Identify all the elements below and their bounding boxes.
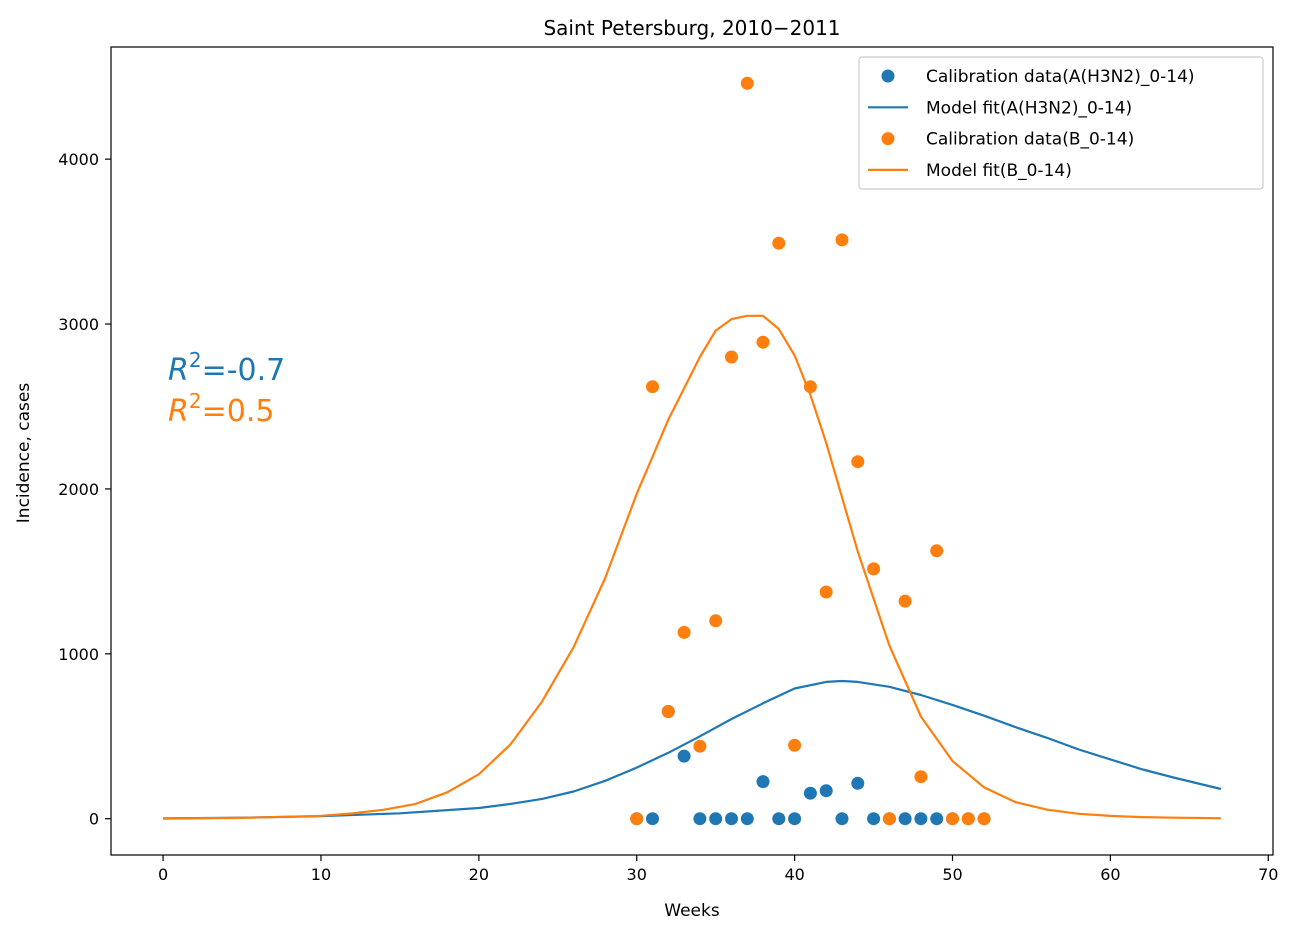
series-model-fit-b-0-14 — [163, 314, 1221, 820]
series-line — [163, 314, 1221, 820]
y-tick-label: 0 — [89, 810, 99, 829]
legend-label: Model fit(A(H3N2)_0-14) — [926, 98, 1132, 118]
r-symbol: R — [168, 394, 189, 429]
data-point — [709, 812, 723, 826]
x-axis-title: Weeks — [664, 901, 720, 921]
data-point — [772, 236, 786, 250]
data-point — [756, 775, 770, 789]
data-point — [661, 705, 675, 718]
data-point — [914, 770, 928, 784]
x-tick-label: 10 — [311, 865, 331, 884]
data-point — [851, 776, 865, 790]
x-tick-label: 70 — [1258, 865, 1278, 884]
data-point — [646, 380, 659, 394]
data-point — [677, 749, 691, 763]
x-tick-label: 30 — [627, 865, 647, 884]
y-tick-label: 2000 — [58, 480, 99, 499]
data-point — [803, 786, 817, 800]
data-point — [898, 812, 912, 826]
series-calibration-data-b-0-14 — [630, 76, 991, 826]
legend-item: Model fit(B_0-14) — [868, 161, 1072, 181]
y-axis-title: Incidence, cases — [14, 383, 34, 524]
data-point — [977, 812, 991, 826]
legend: Calibration data(A(H3N2)_0-14) Model fit(… — [858, 56, 1264, 190]
data-point — [740, 812, 754, 826]
data-point — [835, 233, 849, 247]
data-point — [725, 350, 738, 364]
data-point — [914, 812, 928, 826]
chart-title: Saint Petersburg, 2010−2011 — [543, 16, 840, 40]
series-model-fit-a-h3n2-0-14 — [163, 679, 1222, 820]
r-exponent: 2 — [189, 348, 202, 372]
data-point — [772, 812, 786, 826]
r-exponent: 2 — [189, 389, 202, 413]
legend-item: Model fit(A(H3N2)_0-14) — [868, 98, 1132, 118]
data-point — [709, 614, 723, 628]
r-value: =0.5 — [202, 394, 275, 429]
legend-item: Calibration data(A(H3N2)_0-14) — [881, 67, 1195, 87]
legend-label: Calibration data(B_0-14) — [926, 130, 1134, 150]
data-point — [851, 455, 865, 469]
data-point — [677, 625, 691, 639]
legend-item: Calibration data(B_0-14) — [881, 130, 1134, 150]
data-point — [819, 585, 833, 599]
data-point — [740, 76, 754, 90]
x-tick-label: 20 — [469, 865, 489, 884]
y-tick-label: 1000 — [58, 645, 99, 664]
r-value: =-0.7 — [202, 353, 286, 388]
x-tick-label: 40 — [784, 865, 804, 884]
data-point — [882, 812, 896, 826]
legend-label: Calibration data(A(H3N2)_0-14) — [926, 67, 1195, 87]
data-point — [898, 594, 912, 608]
data-point — [693, 812, 707, 826]
data-point — [867, 812, 881, 826]
legend-marker-swatch — [881, 69, 895, 83]
plot-content — [163, 76, 1222, 826]
legend-marker-swatch — [881, 132, 895, 146]
y-tick-label: 3000 — [58, 315, 99, 334]
y-axis: 0 1000 2000 3000 4000 — [58, 150, 111, 829]
plot-frame — [110, 46, 1274, 856]
legend-label: Model fit(B_0-14) — [926, 161, 1072, 181]
x-tick-label: 0 — [158, 865, 168, 884]
data-point — [630, 812, 644, 826]
data-point — [930, 812, 944, 826]
data-point — [930, 544, 944, 558]
data-point — [646, 812, 659, 826]
data-point — [788, 812, 802, 826]
x-axis: 0 10 20 30 40 50 60 70 — [158, 855, 1278, 884]
r-squared-annotations: R2=-0.7R2=0.5 — [168, 348, 285, 429]
series-calibration-data-a-h3n2-0-14 — [630, 705, 991, 826]
x-tick-label: 60 — [1100, 865, 1120, 884]
data-point — [756, 335, 770, 349]
series-line — [163, 679, 1222, 820]
data-point — [867, 562, 881, 576]
data-point — [788, 738, 802, 752]
data-point — [803, 380, 817, 394]
data-point — [946, 812, 959, 826]
data-point — [961, 812, 975, 826]
y-tick-label: 4000 — [58, 150, 99, 169]
data-point — [835, 812, 849, 826]
data-point — [693, 739, 707, 753]
data-point — [725, 812, 738, 826]
data-point — [819, 784, 833, 798]
r-squared-label: R2=0.5 — [168, 389, 274, 429]
legend-box — [858, 56, 1264, 190]
r-squared-label: R2=-0.7 — [168, 348, 285, 388]
x-tick-label: 50 — [942, 865, 962, 884]
r-symbol: R — [168, 353, 189, 388]
